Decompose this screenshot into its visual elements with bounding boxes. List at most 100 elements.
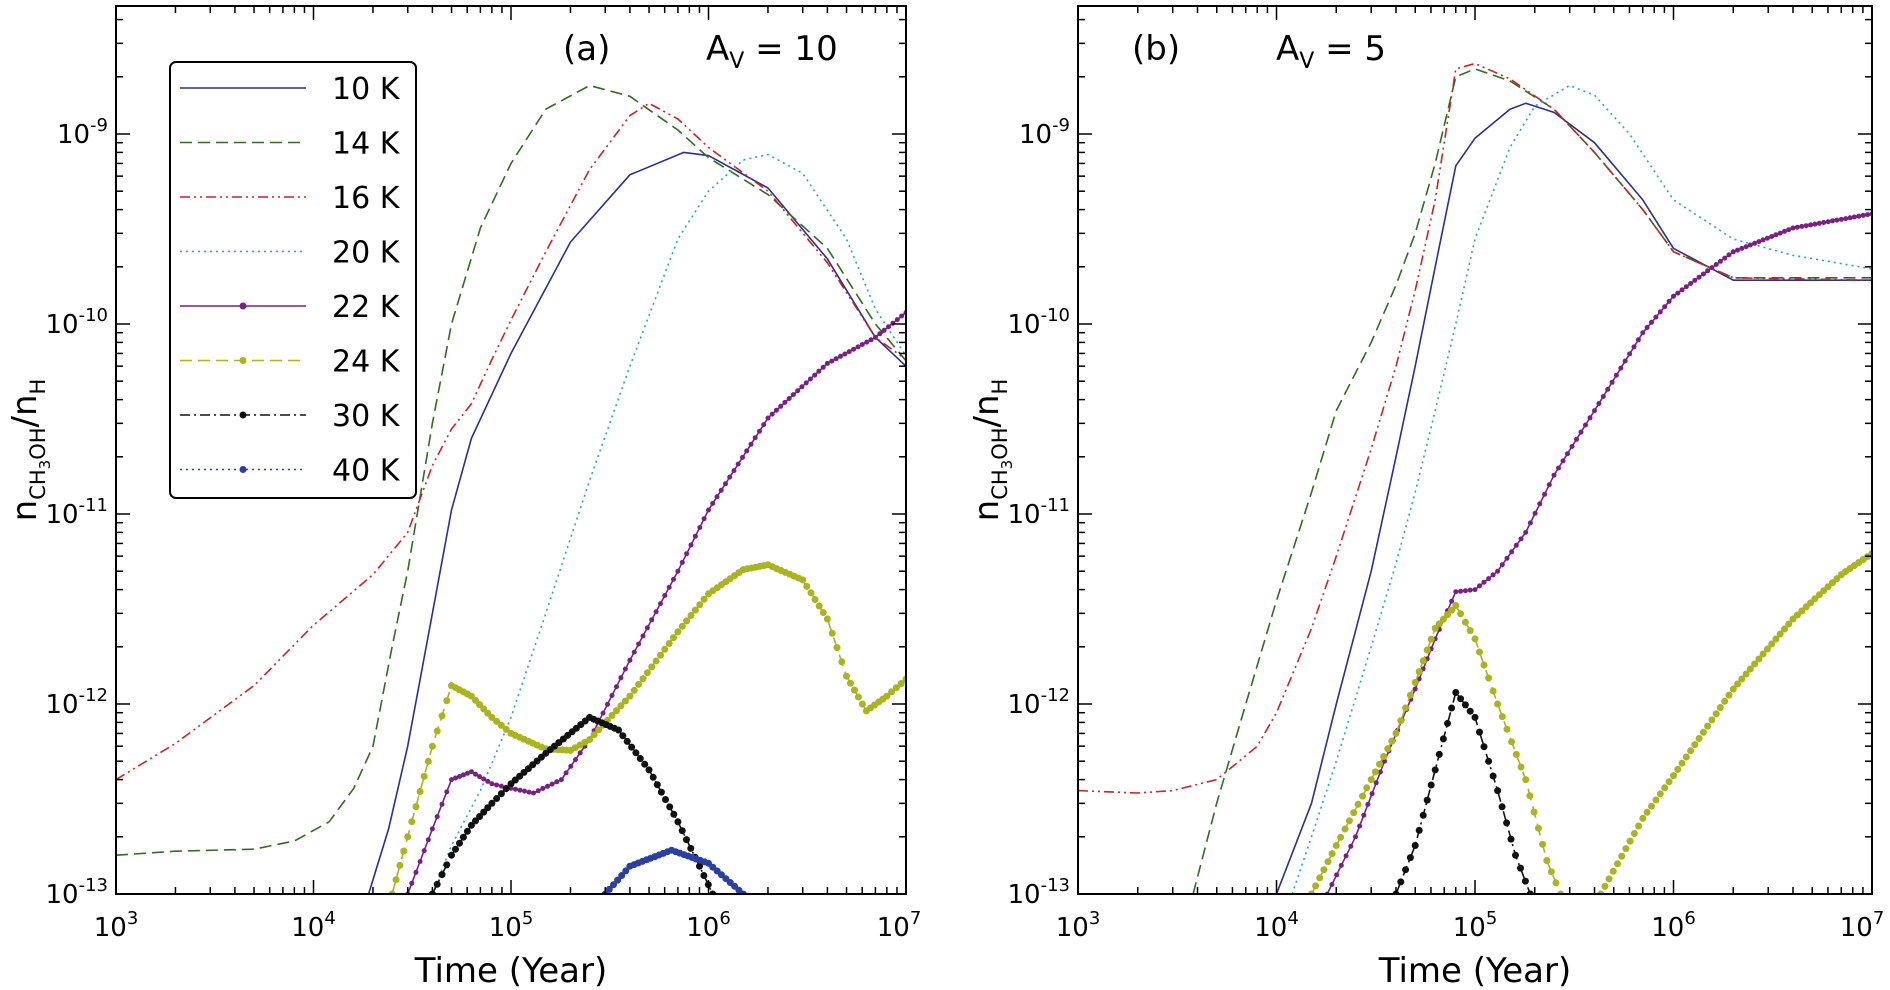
data-point — [1729, 685, 1737, 693]
data-point — [1526, 792, 1534, 800]
data-point — [1457, 610, 1465, 618]
series-30-k — [1392, 689, 1534, 894]
data-point — [1343, 853, 1349, 859]
data-point — [1622, 358, 1628, 364]
data-point — [1721, 697, 1729, 705]
data-point — [1341, 825, 1349, 833]
series-line — [1078, 62, 1872, 794]
data-point — [1772, 635, 1780, 643]
data-point — [838, 658, 846, 666]
data-point — [1490, 572, 1496, 578]
data-point — [1512, 851, 1519, 859]
data-point — [622, 867, 630, 875]
data-point — [735, 461, 741, 467]
data-point — [799, 384, 805, 390]
data-point — [531, 790, 536, 796]
data-point — [846, 349, 852, 355]
data-point — [1751, 660, 1759, 668]
data-point — [820, 364, 826, 370]
data-point — [1785, 620, 1793, 628]
data-point — [666, 584, 672, 590]
data-point — [1369, 791, 1375, 797]
data-point — [1384, 745, 1392, 753]
data-point — [1359, 792, 1366, 800]
data-point — [1380, 753, 1388, 760]
data-point — [1353, 834, 1358, 840]
data-point — [1486, 576, 1492, 582]
data-point — [678, 827, 686, 835]
data-point — [488, 799, 496, 807]
data-point — [609, 693, 615, 698]
data-point — [700, 872, 708, 879]
x-axis-label-b: Time (Year) — [1378, 951, 1572, 990]
data-point — [803, 582, 811, 590]
data-point — [666, 803, 674, 811]
y-tick-label: 10-12 — [1008, 685, 1071, 720]
data-point — [683, 836, 690, 844]
data-point — [632, 749, 640, 757]
data-point — [643, 669, 651, 677]
data-point — [883, 692, 891, 700]
data-point — [1674, 765, 1682, 773]
data-point — [1670, 772, 1677, 780]
data-point — [1316, 874, 1324, 882]
data-point — [639, 675, 647, 683]
data-point — [894, 317, 900, 323]
data-point — [438, 712, 446, 720]
data-point — [816, 368, 822, 374]
data-point — [443, 697, 451, 705]
data-point — [1834, 217, 1840, 223]
data-point — [1652, 796, 1660, 804]
data-point — [641, 760, 649, 768]
data-point — [1565, 451, 1570, 457]
data-point — [502, 725, 510, 733]
data-point — [444, 789, 450, 795]
data-point — [1755, 655, 1763, 663]
data-point — [563, 770, 569, 776]
data-point — [696, 862, 703, 870]
data-point — [653, 609, 659, 615]
data-point — [489, 781, 495, 787]
y-tick-label: 10-11 — [1008, 495, 1071, 530]
data-point — [1712, 710, 1720, 718]
data-point — [498, 783, 504, 789]
data-point — [621, 697, 629, 705]
data-point — [497, 721, 505, 729]
data-point — [1635, 822, 1643, 830]
data-point — [683, 617, 691, 625]
series-24-k — [1308, 602, 1565, 894]
data-point — [400, 847, 408, 855]
data-point — [1423, 796, 1431, 804]
data-point — [1458, 588, 1464, 594]
data-point — [1726, 252, 1732, 258]
data-point — [824, 360, 830, 366]
data-point — [573, 757, 578, 763]
data-point — [608, 711, 616, 719]
data-point — [1747, 242, 1753, 248]
data-point — [1821, 220, 1827, 225]
data-point — [1431, 624, 1439, 632]
data-point — [778, 403, 784, 409]
data-point — [493, 795, 501, 802]
legend-label: 14 K — [332, 127, 401, 162]
series-24-k-late — [1597, 549, 1872, 894]
data-point — [1467, 587, 1473, 593]
legend-marker — [239, 466, 247, 473]
data-point — [1626, 837, 1634, 845]
plot-frame-b — [1077, 5, 1873, 895]
y-tick-label: 10-12 — [46, 685, 109, 720]
data-point — [864, 339, 870, 345]
series-14-k — [1192, 68, 1872, 894]
legend-marker — [239, 302, 247, 310]
data-point — [706, 507, 711, 513]
data-point — [1794, 224, 1800, 230]
data-point — [1618, 852, 1626, 860]
data-point — [807, 589, 815, 597]
data-point — [1592, 408, 1597, 414]
x-tick-label: 106 — [686, 908, 731, 943]
data-point — [1717, 258, 1723, 264]
data-point — [590, 731, 598, 739]
data-point — [1803, 223, 1809, 229]
data-point — [1675, 290, 1681, 296]
data-point — [428, 742, 436, 750]
